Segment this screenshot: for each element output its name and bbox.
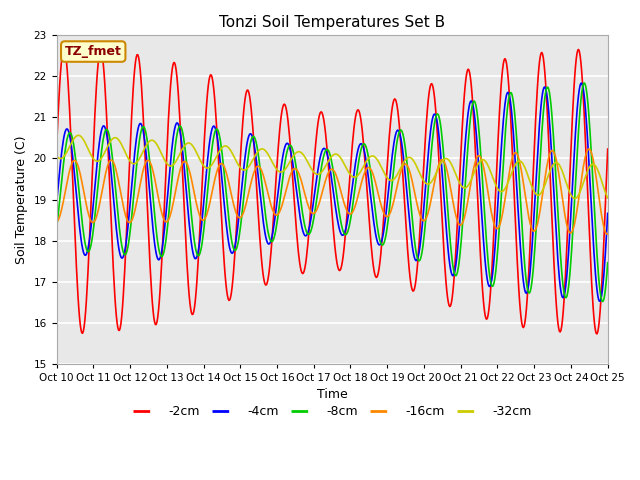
- -16cm: [204, 206, 212, 212]
- Line: -2cm: -2cm: [56, 48, 608, 334]
- -2cm: [176, 118, 184, 124]
- -16cm: [63, 182, 70, 188]
- -32cm: [176, 151, 184, 156]
- Text: TZ_fmet: TZ_fmet: [65, 45, 122, 58]
- -4cm: [120, 254, 127, 260]
- -16cm: [604, 231, 612, 237]
- -8cm: [120, 249, 127, 255]
- -8cm: [415, 258, 423, 264]
- -16cm: [603, 231, 611, 237]
- -16cm: [120, 203, 127, 209]
- -4cm: [52, 201, 60, 206]
- Line: -16cm: -16cm: [56, 149, 608, 234]
- -8cm: [175, 124, 183, 130]
- Y-axis label: Soil Temperature (C): Soil Temperature (C): [15, 135, 28, 264]
- -8cm: [399, 132, 407, 137]
- -8cm: [204, 181, 212, 187]
- -2cm: [52, 146, 60, 152]
- -4cm: [63, 126, 70, 132]
- -4cm: [604, 210, 612, 216]
- -2cm: [416, 228, 424, 234]
- -32cm: [416, 171, 424, 177]
- -32cm: [571, 196, 579, 202]
- X-axis label: Time: Time: [317, 388, 348, 401]
- -4cm: [578, 80, 586, 86]
- -16cm: [586, 146, 593, 152]
- Title: Tonzi Soil Temperatures Set B: Tonzi Soil Temperatures Set B: [219, 15, 445, 30]
- -32cm: [52, 153, 60, 159]
- -2cm: [593, 331, 601, 337]
- -4cm: [415, 249, 423, 255]
- -8cm: [598, 299, 606, 304]
- -8cm: [63, 139, 70, 145]
- -32cm: [75, 132, 83, 138]
- -16cm: [175, 171, 183, 177]
- Line: -32cm: -32cm: [56, 135, 608, 199]
- -32cm: [205, 165, 213, 170]
- -2cm: [60, 46, 68, 51]
- -2cm: [63, 68, 71, 73]
- Line: -8cm: -8cm: [56, 83, 608, 301]
- -16cm: [415, 209, 423, 215]
- -32cm: [63, 150, 70, 156]
- -16cm: [52, 219, 60, 225]
- -2cm: [205, 77, 213, 83]
- Line: -4cm: -4cm: [56, 83, 608, 301]
- -4cm: [175, 124, 183, 130]
- -4cm: [596, 299, 604, 304]
- -2cm: [400, 188, 408, 193]
- -8cm: [604, 260, 612, 265]
- -4cm: [204, 150, 212, 156]
- -32cm: [120, 147, 128, 153]
- -8cm: [52, 226, 60, 231]
- -2cm: [120, 281, 128, 287]
- -32cm: [400, 159, 408, 165]
- -8cm: [580, 80, 588, 86]
- Legend: -2cm, -4cm, -8cm, -16cm, -32cm: -2cm, -4cm, -8cm, -16cm, -32cm: [128, 400, 536, 423]
- -2cm: [604, 146, 612, 152]
- -16cm: [399, 163, 407, 169]
- -4cm: [399, 150, 407, 156]
- -32cm: [604, 195, 612, 201]
